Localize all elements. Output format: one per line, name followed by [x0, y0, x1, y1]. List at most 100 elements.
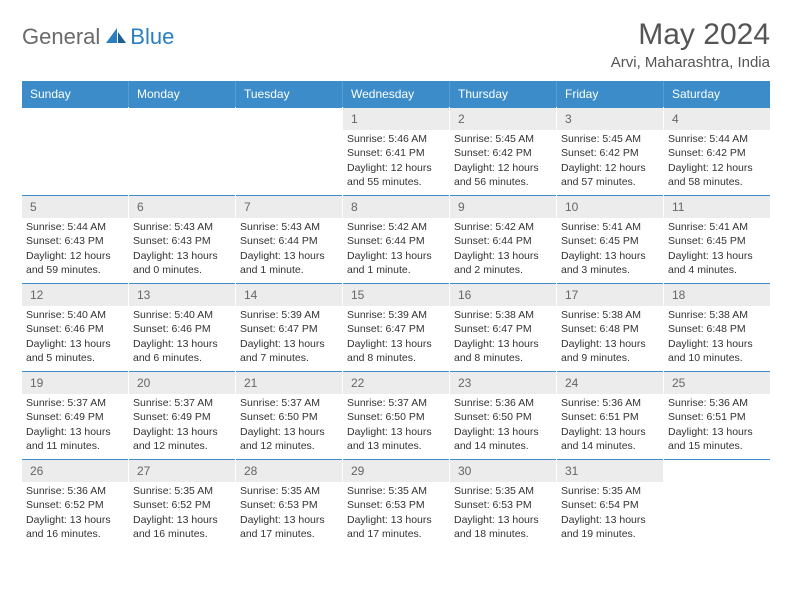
day-details: Sunrise: 5:37 AMSunset: 6:49 PMDaylight:…: [129, 396, 235, 453]
day-details: Sunrise: 5:37 AMSunset: 6:49 PMDaylight:…: [22, 396, 128, 453]
day-details: Sunrise: 5:42 AMSunset: 6:44 PMDaylight:…: [343, 220, 449, 277]
sunrise-text: Sunrise: 5:37 AM: [240, 396, 340, 410]
weekday-header: Monday: [129, 81, 236, 107]
sunrise-text: Sunrise: 5:37 AM: [347, 396, 447, 410]
location-subtitle: Arvi, Maharashtra, India: [611, 54, 770, 71]
day-details: Sunrise: 5:44 AMSunset: 6:43 PMDaylight:…: [22, 220, 128, 277]
sunset-text: Sunset: 6:43 PM: [26, 234, 126, 248]
sunrise-text: Sunrise: 5:44 AM: [668, 132, 768, 146]
sunrise-text: Sunrise: 5:36 AM: [561, 396, 661, 410]
day-details: Sunrise: 5:43 AMSunset: 6:44 PMDaylight:…: [236, 220, 342, 277]
day-details: Sunrise: 5:36 AMSunset: 6:50 PMDaylight:…: [450, 396, 556, 453]
sunset-text: Sunset: 6:49 PM: [133, 410, 233, 424]
daylight-text: Daylight: 13 hours and 14 minutes.: [454, 425, 554, 453]
day-details: Sunrise: 5:39 AMSunset: 6:47 PMDaylight:…: [343, 308, 449, 365]
day-cell: 21Sunrise: 5:37 AMSunset: 6:50 PMDayligh…: [236, 371, 343, 459]
sunrise-text: Sunrise: 5:39 AM: [240, 308, 340, 322]
day-cell: 10Sunrise: 5:41 AMSunset: 6:45 PMDayligh…: [557, 195, 664, 283]
daylight-text: Daylight: 13 hours and 6 minutes.: [133, 337, 233, 365]
daylight-text: Daylight: 13 hours and 10 minutes.: [668, 337, 768, 365]
day-cell: 30Sunrise: 5:35 AMSunset: 6:53 PMDayligh…: [450, 459, 557, 547]
day-cell: [22, 107, 129, 195]
day-number: 12: [22, 283, 128, 306]
daylight-text: Daylight: 13 hours and 16 minutes.: [133, 513, 233, 541]
daylight-text: Daylight: 13 hours and 5 minutes.: [26, 337, 126, 365]
day-details: Sunrise: 5:35 AMSunset: 6:53 PMDaylight:…: [450, 484, 556, 541]
sunrise-text: Sunrise: 5:42 AM: [454, 220, 554, 234]
day-number: 7: [236, 195, 342, 218]
day-details: Sunrise: 5:41 AMSunset: 6:45 PMDaylight:…: [664, 220, 770, 277]
day-cell: 3Sunrise: 5:45 AMSunset: 6:42 PMDaylight…: [557, 107, 664, 195]
day-number: 30: [450, 459, 556, 482]
day-number: 28: [236, 459, 342, 482]
day-number: 26: [22, 459, 128, 482]
daylight-text: Daylight: 13 hours and 1 minute.: [240, 249, 340, 277]
day-details: Sunrise: 5:36 AMSunset: 6:51 PMDaylight:…: [557, 396, 663, 453]
daylight-text: Daylight: 13 hours and 7 minutes.: [240, 337, 340, 365]
day-cell: 18Sunrise: 5:38 AMSunset: 6:48 PMDayligh…: [664, 283, 770, 371]
day-cell: [129, 107, 236, 195]
sunset-text: Sunset: 6:44 PM: [454, 234, 554, 248]
weekday-header: Sunday: [22, 81, 129, 107]
day-cell: 2Sunrise: 5:45 AMSunset: 6:42 PMDaylight…: [450, 107, 557, 195]
sunrise-text: Sunrise: 5:36 AM: [26, 484, 126, 498]
day-details: Sunrise: 5:35 AMSunset: 6:53 PMDaylight:…: [343, 484, 449, 541]
sunset-text: Sunset: 6:50 PM: [347, 410, 447, 424]
daylight-text: Daylight: 12 hours and 57 minutes.: [561, 161, 661, 189]
daylight-text: Daylight: 12 hours and 55 minutes.: [347, 161, 447, 189]
empty-day: [664, 459, 770, 479]
weekday-header: Friday: [557, 81, 664, 107]
sunset-text: Sunset: 6:54 PM: [561, 498, 661, 512]
day-cell: 4Sunrise: 5:44 AMSunset: 6:42 PMDaylight…: [664, 107, 770, 195]
day-details: Sunrise: 5:38 AMSunset: 6:48 PMDaylight:…: [557, 308, 663, 365]
day-number: 31: [557, 459, 663, 482]
sunrise-text: Sunrise: 5:43 AM: [133, 220, 233, 234]
week-row: 12Sunrise: 5:40 AMSunset: 6:46 PMDayligh…: [22, 283, 770, 371]
day-number: 17: [557, 283, 663, 306]
sunset-text: Sunset: 6:47 PM: [347, 322, 447, 336]
daylight-text: Daylight: 13 hours and 1 minute.: [347, 249, 447, 277]
calendar-header-row: SundayMondayTuesdayWednesdayThursdayFrid…: [22, 81, 770, 107]
daylight-text: Daylight: 13 hours and 0 minutes.: [133, 249, 233, 277]
day-number: 18: [664, 283, 770, 306]
sunrise-text: Sunrise: 5:35 AM: [133, 484, 233, 498]
day-details: Sunrise: 5:37 AMSunset: 6:50 PMDaylight:…: [236, 396, 342, 453]
sunrise-text: Sunrise: 5:41 AM: [561, 220, 661, 234]
sunrise-text: Sunrise: 5:46 AM: [347, 132, 447, 146]
sunset-text: Sunset: 6:53 PM: [454, 498, 554, 512]
sunset-text: Sunset: 6:49 PM: [26, 410, 126, 424]
day-details: Sunrise: 5:36 AMSunset: 6:51 PMDaylight:…: [664, 396, 770, 453]
sunset-text: Sunset: 6:50 PM: [240, 410, 340, 424]
daylight-text: Daylight: 12 hours and 56 minutes.: [454, 161, 554, 189]
day-number: 3: [557, 107, 663, 130]
day-number: 8: [343, 195, 449, 218]
sunrise-text: Sunrise: 5:35 AM: [561, 484, 661, 498]
day-cell: 23Sunrise: 5:36 AMSunset: 6:50 PMDayligh…: [450, 371, 557, 459]
week-row: 1Sunrise: 5:46 AMSunset: 6:41 PMDaylight…: [22, 107, 770, 195]
day-details: Sunrise: 5:38 AMSunset: 6:47 PMDaylight:…: [450, 308, 556, 365]
daylight-text: Daylight: 13 hours and 15 minutes.: [668, 425, 768, 453]
sunrise-text: Sunrise: 5:36 AM: [454, 396, 554, 410]
empty-day: [22, 107, 128, 127]
day-number: 15: [343, 283, 449, 306]
weekday-header: Tuesday: [236, 81, 343, 107]
day-number: 6: [129, 195, 235, 218]
day-cell: 1Sunrise: 5:46 AMSunset: 6:41 PMDaylight…: [343, 107, 450, 195]
day-cell: 11Sunrise: 5:41 AMSunset: 6:45 PMDayligh…: [664, 195, 770, 283]
day-number: 16: [450, 283, 556, 306]
sunset-text: Sunset: 6:46 PM: [26, 322, 126, 336]
sunrise-text: Sunrise: 5:40 AM: [26, 308, 126, 322]
logo-sail-icon: [104, 26, 128, 49]
logo-text-general: General: [22, 24, 100, 50]
sunrise-text: Sunrise: 5:38 AM: [454, 308, 554, 322]
day-cell: 8Sunrise: 5:42 AMSunset: 6:44 PMDaylight…: [343, 195, 450, 283]
sunset-text: Sunset: 6:44 PM: [347, 234, 447, 248]
daylight-text: Daylight: 13 hours and 17 minutes.: [240, 513, 340, 541]
day-details: Sunrise: 5:45 AMSunset: 6:42 PMDaylight:…: [450, 132, 556, 189]
day-number: 29: [343, 459, 449, 482]
weekday-header: Thursday: [450, 81, 557, 107]
day-details: Sunrise: 5:46 AMSunset: 6:41 PMDaylight:…: [343, 132, 449, 189]
calendar-body: 1Sunrise: 5:46 AMSunset: 6:41 PMDaylight…: [22, 107, 770, 547]
sunrise-text: Sunrise: 5:43 AM: [240, 220, 340, 234]
sunrise-text: Sunrise: 5:41 AM: [668, 220, 768, 234]
